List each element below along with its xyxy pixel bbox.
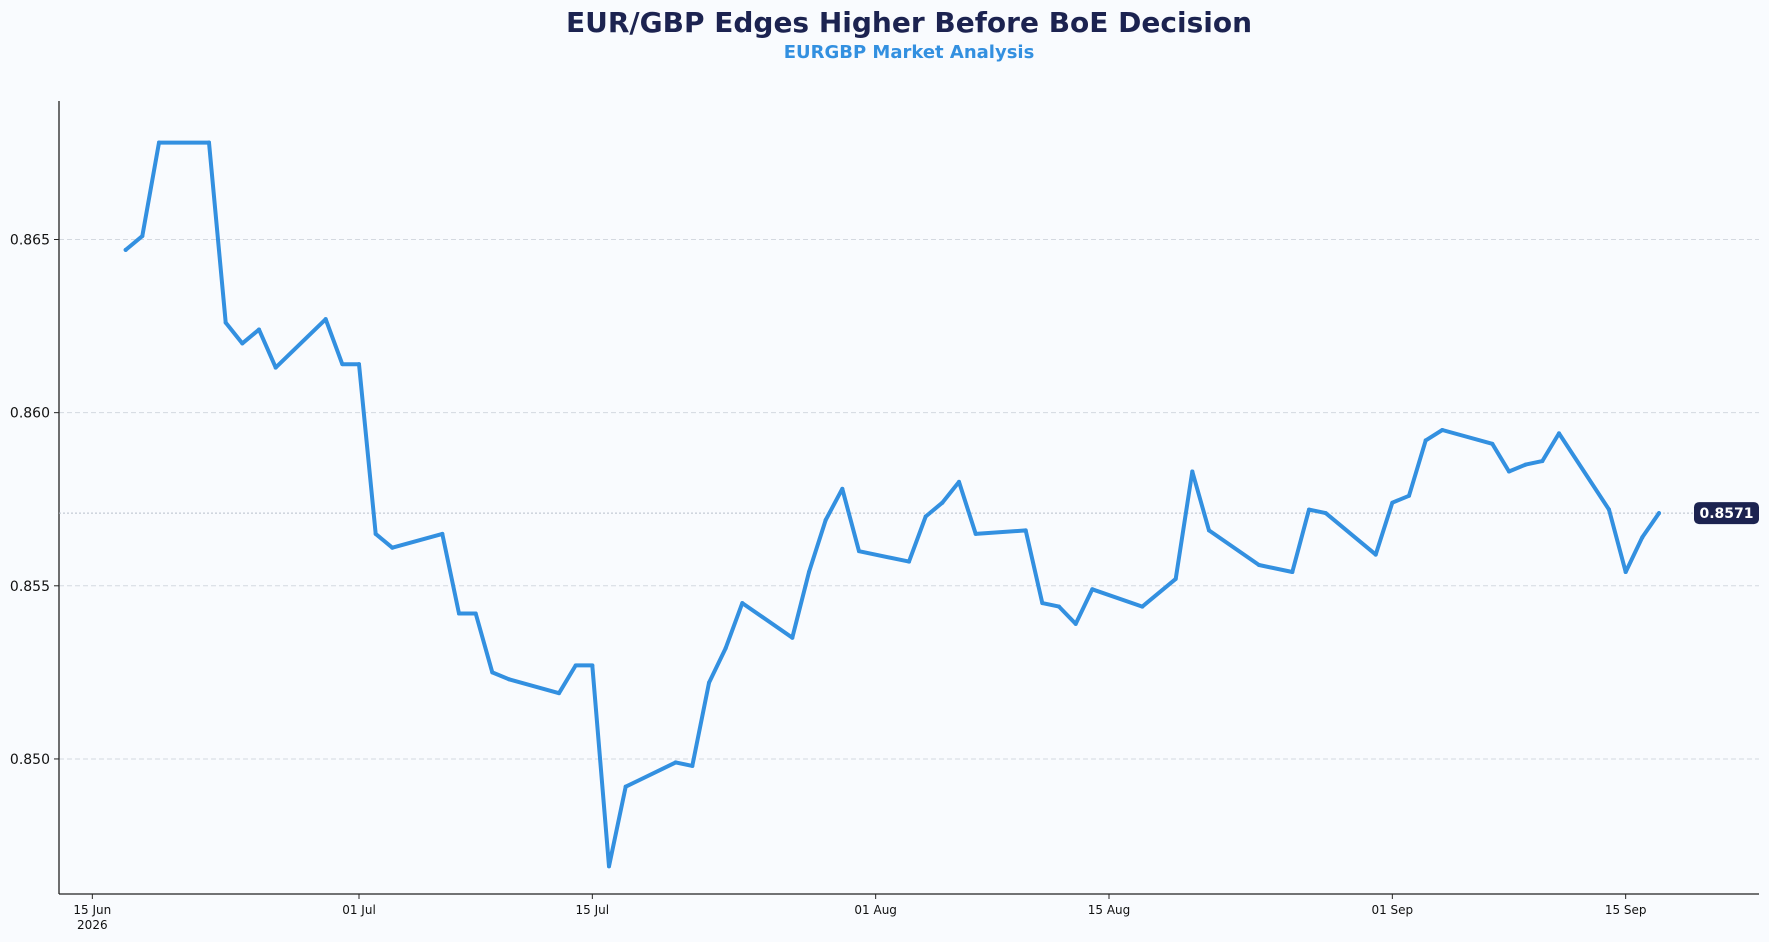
data-point	[273, 365, 278, 370]
data-point	[340, 362, 345, 367]
x-tick-label: 15 Jul	[576, 903, 610, 917]
data-point	[1057, 604, 1061, 609]
data-point	[923, 514, 928, 519]
y-tick-label: 0.855	[10, 579, 50, 595]
data-point	[690, 763, 695, 768]
data-point	[940, 500, 945, 505]
data-point	[1407, 493, 1411, 498]
data-point	[1373, 552, 1378, 557]
data-point	[1507, 469, 1511, 474]
data-point	[323, 317, 328, 322]
data-point	[507, 677, 511, 682]
last-value-badge: 0.8571	[1694, 502, 1759, 525]
chart-subtitle: EURGBP Market Analysis	[784, 42, 1035, 63]
data-point	[557, 691, 561, 696]
data-point	[1623, 569, 1628, 574]
axes-layer	[58, 101, 1759, 895]
data-point	[1423, 438, 1428, 443]
data-point	[1090, 587, 1095, 592]
data-point	[1323, 511, 1328, 516]
data-point	[223, 320, 228, 325]
y-ticks: 0.850 0.855 0.860 0.865	[10, 233, 59, 768]
data-point	[1307, 507, 1311, 512]
data-point	[723, 646, 728, 651]
data-point	[957, 479, 961, 484]
data-point	[1023, 528, 1028, 533]
data-point	[123, 247, 128, 252]
data-point	[790, 635, 795, 640]
grid-layer	[59, 239, 1759, 760]
data-point	[157, 140, 161, 145]
data-point	[1657, 511, 1661, 516]
data-point	[1390, 500, 1395, 505]
data-point	[1173, 576, 1178, 581]
data-point	[840, 486, 845, 491]
data-point	[490, 670, 495, 675]
data-point	[240, 341, 245, 346]
data-point	[390, 545, 395, 550]
data-point	[623, 784, 628, 789]
data-point	[257, 327, 261, 332]
data-point	[357, 362, 361, 367]
data-point	[607, 864, 611, 869]
data-point	[1073, 621, 1078, 626]
data-point	[1040, 601, 1045, 606]
data-point	[1257, 563, 1261, 568]
data-point	[740, 601, 745, 606]
y-tick-label: 0.850	[10, 752, 50, 768]
series-line-eurgbp	[123, 140, 1661, 869]
data-point	[973, 531, 978, 536]
data-point	[1523, 462, 1528, 467]
data-points	[123, 140, 1661, 869]
data-point	[907, 559, 911, 564]
data-point	[857, 549, 861, 554]
data-point	[1640, 535, 1645, 540]
data-point	[440, 531, 445, 536]
data-point	[1207, 528, 1211, 533]
y-tick-label: 0.865	[10, 233, 50, 249]
data-point	[1557, 431, 1561, 436]
data-point	[1540, 459, 1545, 464]
last-value-badge-box	[1694, 502, 1759, 525]
data-point	[457, 611, 461, 616]
chart-title: EUR/GBP Edges Higher Before BoE Decision	[566, 6, 1252, 39]
data-point	[473, 611, 478, 616]
data-point	[573, 663, 578, 668]
data-point	[1290, 569, 1295, 574]
data-point	[673, 760, 678, 765]
last-value-label: 0.8571	[1699, 506, 1753, 522]
data-point	[590, 663, 595, 668]
data-point	[140, 234, 145, 239]
data-point	[1607, 507, 1611, 512]
x-tick-label-year: 2026	[77, 918, 108, 932]
data-point	[1190, 469, 1195, 474]
x-tick-label: 01 Sep	[1371, 903, 1413, 917]
data-point	[707, 680, 711, 685]
data-point	[1490, 441, 1495, 446]
x-tick-label: 15 Jun	[73, 903, 111, 917]
x-tick-label: 01 Aug	[854, 903, 897, 917]
data-point	[1140, 604, 1145, 609]
data-point	[823, 518, 828, 523]
x-tick-label: 15 Aug	[1088, 903, 1131, 917]
data-point	[807, 569, 811, 574]
x-tick-label: 01 Jul	[342, 903, 376, 917]
y-tick-label: 0.860	[10, 406, 50, 422]
data-point	[207, 140, 211, 145]
data-point	[373, 531, 378, 536]
data-point	[1440, 427, 1445, 432]
x-tick-label: 15 Sep	[1605, 903, 1647, 917]
